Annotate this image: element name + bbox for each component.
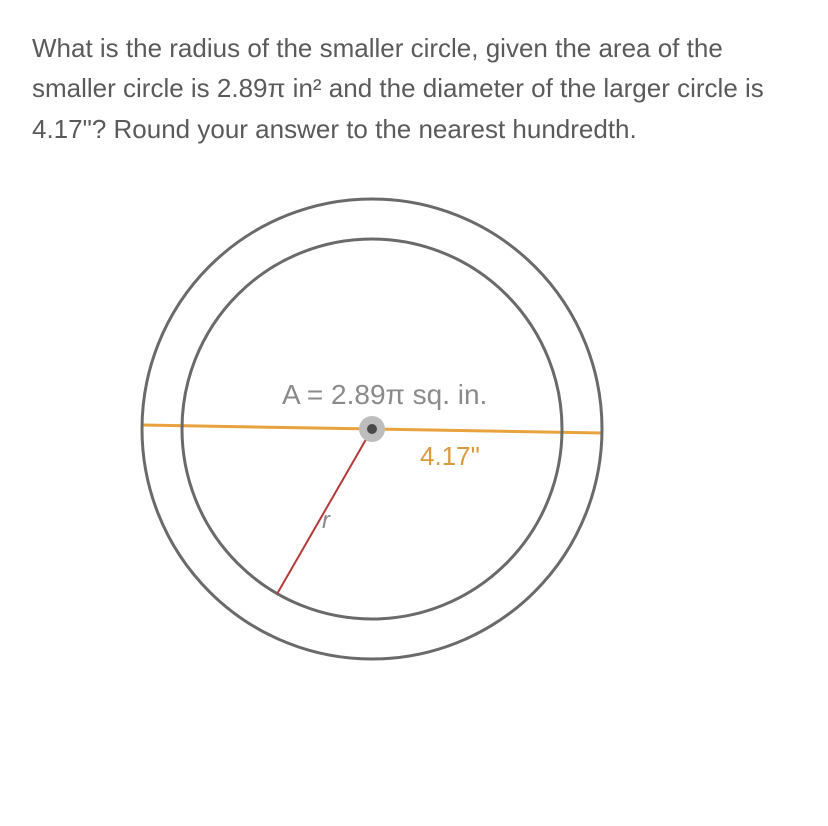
- question-text: What is the radius of the smaller circle…: [32, 28, 792, 149]
- area-label: A = 2.89π sq. in.: [282, 379, 487, 411]
- diameter-label: 4.17": [420, 441, 480, 472]
- diagram-svg: [122, 179, 622, 679]
- circle-diagram: A = 2.89π sq. in. 4.17" r: [122, 179, 622, 679]
- radius-label: r: [322, 507, 330, 535]
- center-dot-inner: [367, 424, 377, 434]
